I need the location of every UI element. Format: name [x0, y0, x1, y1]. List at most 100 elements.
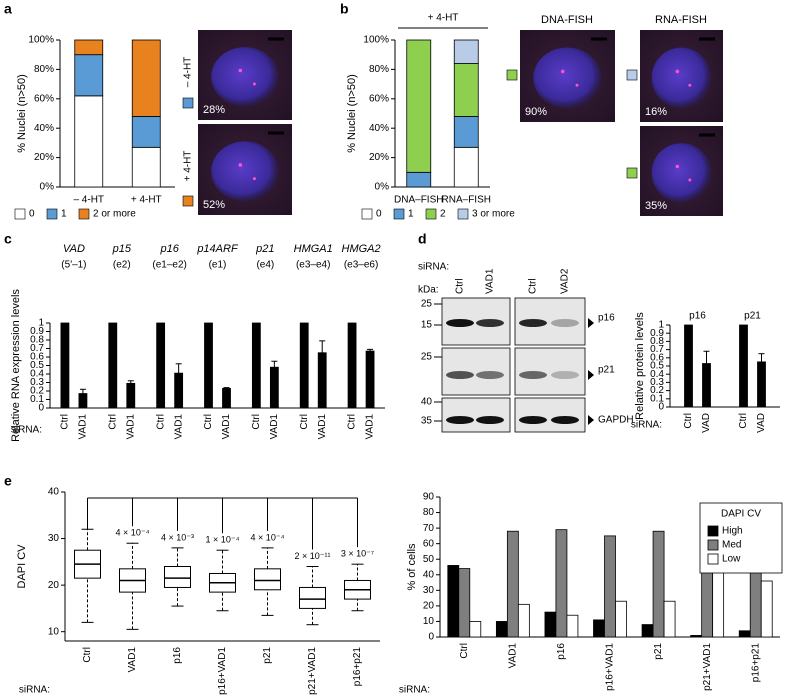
x-tick-label: Ctrl — [82, 647, 93, 663]
blot-band — [551, 371, 579, 379]
image-label: DNA-FISH — [541, 14, 593, 26]
bar-segment — [406, 171, 432, 188]
fish-dot — [560, 69, 565, 74]
image-label: – 4-HT — [183, 57, 194, 88]
x-series-label: VAD — [701, 413, 712, 433]
p-value: 1 × 10⁻⁴ — [206, 535, 240, 545]
x-series-label: VAD1 — [317, 414, 328, 440]
group-sublabel: (e2) — [113, 260, 131, 271]
blot-band — [519, 319, 547, 327]
panel-label: e — [4, 473, 12, 489]
blot-sirna: siRNA: — [418, 262, 449, 273]
x-series-label: Ctrl — [738, 413, 749, 429]
bar — [347, 322, 357, 409]
image-percent: 90% — [525, 106, 547, 118]
x-series-label: Ctrl — [155, 414, 166, 430]
x-axis-label: siRNA: — [399, 685, 430, 696]
blot-kda: kDa: — [418, 285, 439, 296]
blot-band — [446, 371, 474, 379]
y-tick-label: 40 — [48, 487, 60, 498]
image-percent: 16% — [645, 106, 667, 118]
bar — [593, 619, 605, 638]
x-tick-label: VAD1 — [127, 647, 138, 673]
x-tick-label: – 4-HT — [73, 195, 104, 206]
group-label: HMGA2 — [342, 243, 381, 255]
band-arrow — [588, 370, 594, 380]
band-label: GAPDH — [598, 415, 634, 426]
bar — [701, 569, 714, 638]
bar — [317, 352, 327, 409]
bar — [204, 322, 213, 409]
group-label: HMGA1 — [294, 243, 333, 255]
bar-segment — [74, 39, 104, 56]
y-tick-label: 70 — [423, 523, 435, 534]
legend-swatch — [707, 553, 719, 565]
x-axis-label: siRNA: — [631, 420, 662, 431]
blot-panel — [441, 347, 511, 396]
bar — [615, 600, 627, 638]
bar-segment — [453, 116, 479, 148]
x-series-label: VAD1 — [365, 414, 376, 440]
x-series-label: Ctrl — [299, 414, 310, 430]
blot-panel — [514, 397, 586, 433]
bar-segment — [453, 39, 479, 64]
legend-swatch — [361, 208, 373, 220]
lane-label: VAD2 — [560, 268, 571, 294]
lane-label: Ctrl — [528, 278, 539, 294]
blot-band — [519, 371, 547, 379]
mw-marker: 15 — [421, 320, 433, 331]
bar — [447, 565, 460, 638]
legend-swatch — [457, 208, 469, 220]
blot-band — [519, 416, 547, 424]
bar — [690, 635, 703, 638]
y-tick-label: 0.2 — [30, 386, 44, 397]
y-axis-label: % Nuclei (n>50) — [346, 74, 358, 153]
x-tick-label: p16+VAD1 — [605, 643, 616, 691]
lane-label: Ctrl — [455, 278, 466, 294]
y-tick-label: 0.4 — [30, 369, 44, 380]
x-tick-label: p16 — [556, 643, 567, 660]
fish-dot — [238, 163, 243, 167]
x-tick-label: p16+p21 — [352, 647, 363, 687]
group-label: p21 — [255, 243, 274, 255]
bar-segment — [74, 54, 104, 97]
panel-label: b — [340, 1, 349, 17]
legend-swatch — [78, 208, 90, 220]
bar — [506, 530, 519, 638]
y-tick-label: 0.3 — [650, 377, 664, 388]
group-label: p16 — [689, 311, 706, 322]
bar-segment — [131, 39, 161, 117]
y-tick-label: 0.9 — [30, 326, 44, 337]
y-tick-label: 20% — [34, 152, 54, 163]
x-tick-label: p16+p21 — [750, 643, 761, 683]
x-tick-label: p16 — [172, 647, 183, 664]
y-tick-label: 20% — [369, 152, 389, 163]
y-tick-label: 80% — [369, 64, 389, 75]
x-axis-label: siRNA: — [19, 685, 50, 696]
bar — [222, 388, 231, 409]
y-tick-label: 30 — [423, 585, 435, 596]
bar — [517, 603, 530, 638]
blot-band — [446, 416, 474, 424]
x-series-label: Ctrl — [203, 414, 214, 430]
fish-dot — [675, 69, 680, 74]
fish-dot — [575, 83, 579, 87]
group-sublabel: (e1) — [209, 260, 227, 271]
legend-label: 1 — [408, 209, 414, 220]
image-percent: 28% — [203, 104, 225, 116]
y-tick-label: 40% — [369, 123, 389, 134]
box — [299, 586, 326, 609]
x-tick-label: p16+VAD1 — [217, 647, 228, 695]
x-axis-label: siRNA: — [11, 425, 42, 436]
fish-dot — [688, 178, 692, 182]
y-tick-label: 80% — [34, 64, 54, 75]
bar — [663, 600, 676, 638]
annotation: + 4-HT — [428, 13, 459, 24]
legend-label: 2 or more — [93, 209, 136, 220]
y-tick-label: 0 — [428, 632, 434, 643]
x-series-label: VAD1 — [125, 414, 136, 440]
blot-band — [476, 416, 504, 424]
y-axis-label: % of cells — [406, 543, 418, 591]
x-series-label: Ctrl — [60, 414, 71, 430]
